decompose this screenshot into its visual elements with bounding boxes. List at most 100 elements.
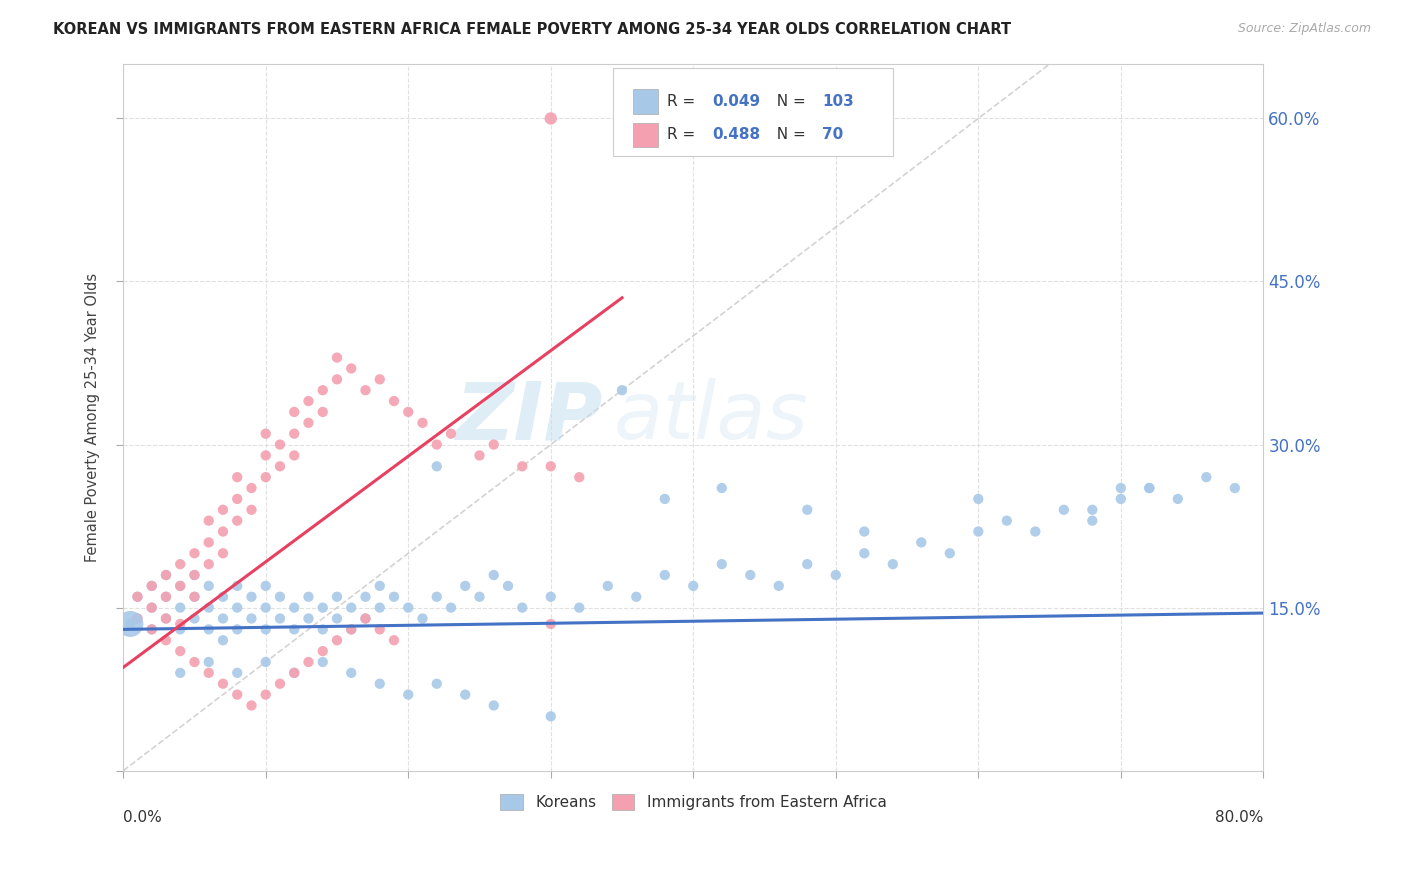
- Text: atlas: atlas: [613, 378, 808, 457]
- Text: Source: ZipAtlas.com: Source: ZipAtlas.com: [1237, 22, 1371, 36]
- Point: [610, 383, 633, 397]
- Point: [297, 590, 319, 604]
- Point: [283, 426, 305, 441]
- Point: [226, 600, 249, 615]
- Point: [127, 590, 149, 604]
- Point: [340, 361, 363, 376]
- Point: [368, 677, 391, 691]
- Point: [283, 405, 305, 419]
- Point: [326, 611, 349, 625]
- Point: [183, 546, 205, 560]
- Point: [468, 590, 491, 604]
- Point: [240, 698, 263, 713]
- Point: [183, 568, 205, 582]
- Point: [155, 611, 177, 625]
- Point: [212, 503, 235, 517]
- Point: [155, 568, 177, 582]
- Point: [540, 112, 562, 126]
- Point: [568, 600, 591, 615]
- Point: [326, 633, 349, 648]
- Point: [212, 524, 235, 539]
- Point: [226, 579, 249, 593]
- Point: [169, 579, 191, 593]
- Point: [183, 611, 205, 625]
- Point: [910, 535, 932, 549]
- Text: KOREAN VS IMMIGRANTS FROM EASTERN AFRICA FEMALE POVERTY AMONG 25-34 YEAR OLDS CO: KOREAN VS IMMIGRANTS FROM EASTERN AFRICA…: [53, 22, 1011, 37]
- Point: [426, 459, 449, 474]
- Point: [254, 470, 277, 484]
- Point: [396, 688, 419, 702]
- Point: [297, 416, 319, 430]
- Point: [396, 600, 419, 615]
- Bar: [633, 123, 658, 147]
- Point: [568, 470, 591, 484]
- Point: [396, 405, 419, 419]
- Text: 0.0%: 0.0%: [124, 810, 162, 824]
- Point: [1081, 503, 1104, 517]
- Point: [269, 590, 291, 604]
- Point: [967, 524, 990, 539]
- Point: [240, 611, 263, 625]
- Point: [155, 590, 177, 604]
- Point: [312, 405, 335, 419]
- Point: [169, 616, 191, 631]
- Point: [768, 579, 790, 593]
- Point: [127, 611, 149, 625]
- Point: [354, 383, 377, 397]
- Point: [183, 590, 205, 604]
- FancyBboxPatch shape: [613, 68, 893, 156]
- Point: [454, 579, 477, 593]
- Point: [197, 665, 219, 680]
- Text: 70: 70: [823, 128, 844, 142]
- Point: [354, 590, 377, 604]
- Point: [354, 611, 377, 625]
- Point: [312, 644, 335, 658]
- Point: [155, 611, 177, 625]
- Point: [254, 426, 277, 441]
- Point: [212, 611, 235, 625]
- Point: [183, 590, 205, 604]
- Point: [510, 459, 533, 474]
- Point: [540, 459, 562, 474]
- Point: [454, 688, 477, 702]
- Point: [127, 590, 149, 604]
- Point: [226, 623, 249, 637]
- Point: [254, 655, 277, 669]
- Point: [183, 655, 205, 669]
- Point: [254, 449, 277, 463]
- Point: [155, 590, 177, 604]
- Point: [340, 600, 363, 615]
- Point: [240, 503, 263, 517]
- Point: [540, 709, 562, 723]
- Point: [340, 665, 363, 680]
- Point: [824, 568, 846, 582]
- Point: [853, 546, 876, 560]
- Point: [169, 557, 191, 571]
- Y-axis label: Female Poverty Among 25-34 Year Olds: Female Poverty Among 25-34 Year Olds: [86, 273, 100, 562]
- Point: [212, 633, 235, 648]
- Text: 0.488: 0.488: [713, 128, 761, 142]
- Point: [212, 677, 235, 691]
- Text: 103: 103: [823, 94, 853, 109]
- Point: [254, 623, 277, 637]
- Point: [169, 623, 191, 637]
- Point: [141, 579, 163, 593]
- Text: R =: R =: [666, 94, 700, 109]
- Point: [426, 677, 449, 691]
- Point: [283, 600, 305, 615]
- Point: [382, 590, 405, 604]
- Point: [796, 503, 818, 517]
- Point: [254, 688, 277, 702]
- Point: [440, 426, 463, 441]
- Point: [197, 557, 219, 571]
- Text: ZIP: ZIP: [454, 378, 602, 457]
- Bar: [633, 89, 658, 114]
- Point: [1195, 470, 1218, 484]
- Point: [283, 449, 305, 463]
- Point: [312, 655, 335, 669]
- Point: [626, 590, 648, 604]
- Point: [120, 616, 142, 631]
- Point: [155, 568, 177, 582]
- Point: [1109, 481, 1132, 495]
- Point: [710, 557, 733, 571]
